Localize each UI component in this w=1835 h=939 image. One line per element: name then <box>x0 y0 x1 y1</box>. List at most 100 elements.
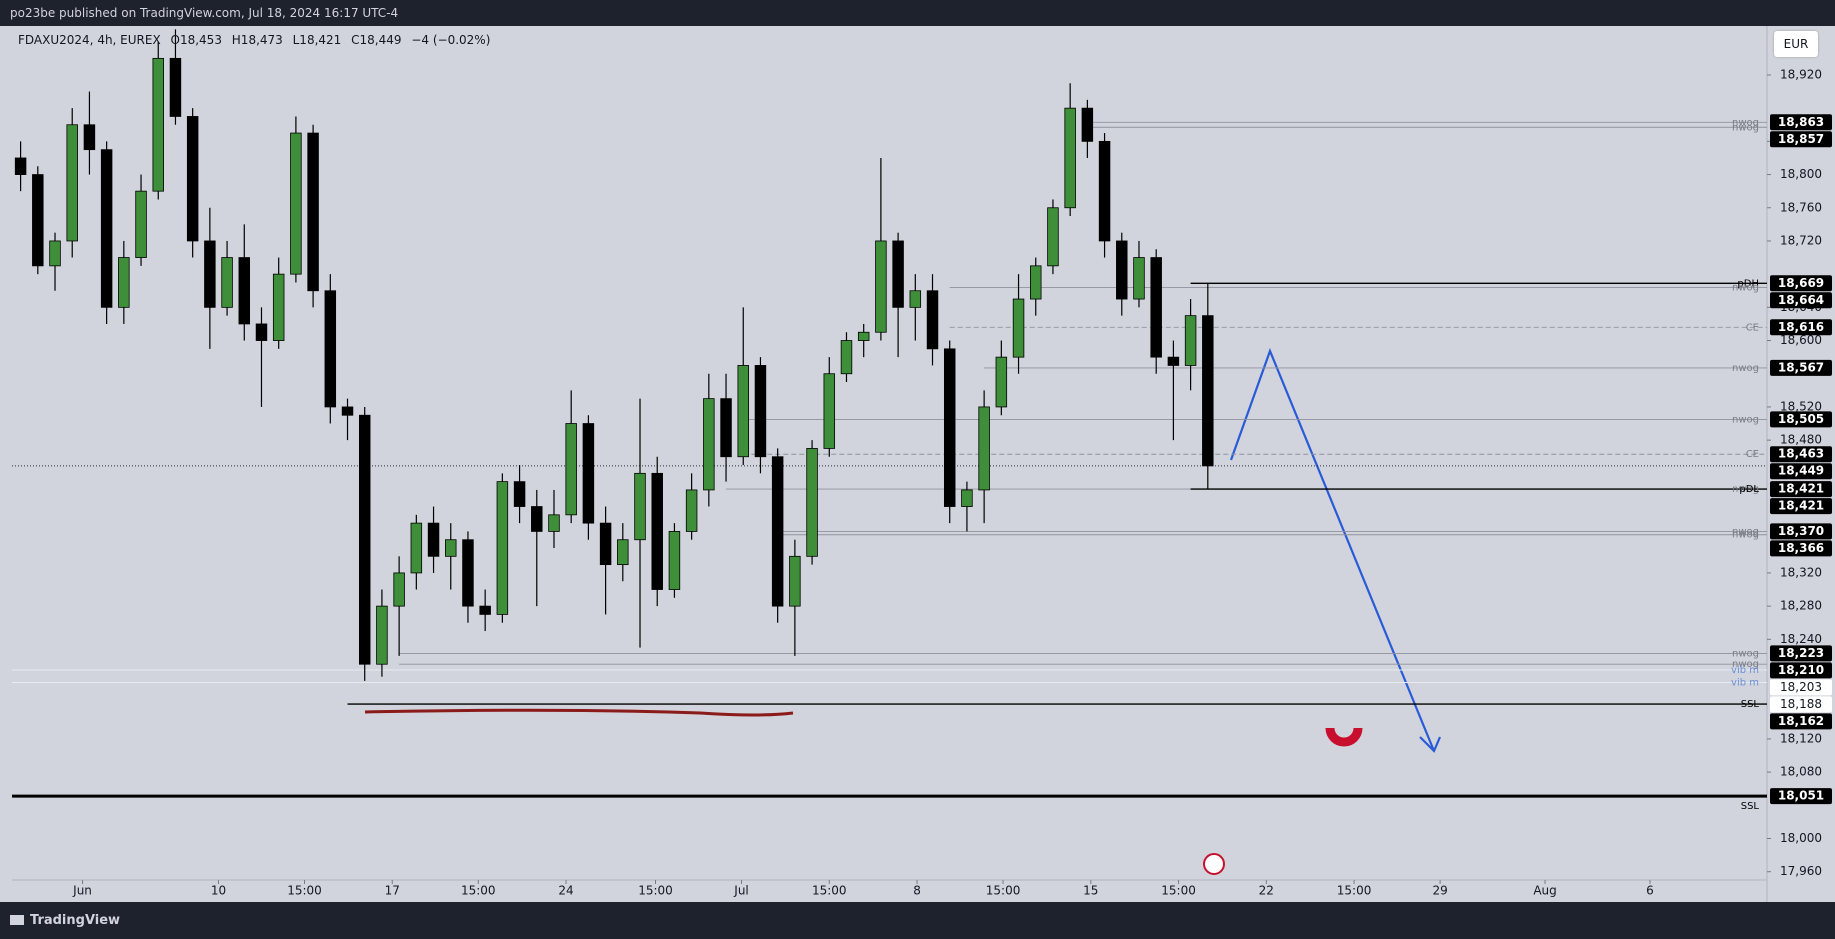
candle-body <box>513 481 526 507</box>
high-value: H18,473 <box>231 33 283 47</box>
magnet-icon <box>1325 727 1363 747</box>
level-tag: SSL <box>1741 801 1760 812</box>
price-box <box>1770 114 1832 131</box>
currency-button[interactable]: EUR <box>1774 31 1818 57</box>
candle-body <box>1150 257 1162 358</box>
price-label: 18,210 <box>1778 663 1824 677</box>
y-tick-label: 18,320 <box>1780 565 1822 579</box>
level-tag: CE <box>1746 322 1759 333</box>
price-label: 18,162 <box>1778 714 1824 728</box>
candle-body <box>806 448 818 557</box>
candle-body <box>548 514 560 532</box>
x-tick-label: 8 <box>913 884 921 898</box>
y-tick-label: 18,480 <box>1780 433 1822 447</box>
candle-body <box>135 190 147 258</box>
x-tick-label: 15:00 <box>986 884 1021 898</box>
candle-body <box>427 522 440 557</box>
header-title: po23be published on TradingView.com, Jul… <box>10 6 399 20</box>
level-tag: nwog <box>1732 282 1759 293</box>
candle-body <box>462 539 474 607</box>
candle-body <box>1081 107 1094 142</box>
candle-body <box>651 472 663 590</box>
price-label: 18,664 <box>1778 293 1824 307</box>
underline-drawing <box>364 708 794 717</box>
candle-body <box>754 365 767 458</box>
candle-body <box>118 257 130 308</box>
x-tick-label: 22 <box>1259 884 1274 898</box>
candle-body <box>32 174 44 267</box>
price-label: 18,051 <box>1778 789 1824 803</box>
candle-body <box>152 57 164 192</box>
candle-body <box>789 555 801 607</box>
price-box <box>1770 359 1832 376</box>
x-tick-label: 15:00 <box>638 884 673 898</box>
price-label: 18,505 <box>1778 412 1824 426</box>
price-label: 18,421 <box>1778 499 1824 513</box>
price-box <box>1770 131 1832 148</box>
price-label: 18,863 <box>1778 115 1824 129</box>
x-tick-label: 15:00 <box>1337 884 1372 898</box>
level-tag: nwog <box>1732 648 1759 659</box>
x-tick-label: 29 <box>1432 884 1447 898</box>
candle-body <box>685 489 698 532</box>
candle-body <box>1184 315 1197 366</box>
y-tick-label: 18,920 <box>1780 67 1822 81</box>
candle-body <box>83 124 96 151</box>
price-label: 18,567 <box>1778 360 1824 374</box>
price-box <box>1770 411 1832 428</box>
level-tag: vib m <box>1731 677 1759 688</box>
y-tick-label: 18,600 <box>1780 333 1822 347</box>
x-tick-label: 10 <box>211 884 226 898</box>
price-label: 18,223 <box>1778 646 1824 660</box>
candle-body <box>221 257 233 308</box>
price-label: 18,203 <box>1780 680 1822 694</box>
candle-body <box>668 531 681 590</box>
y-tick-label: 18,080 <box>1780 765 1822 779</box>
price-box <box>1770 446 1832 463</box>
candle-body <box>771 456 784 607</box>
level-tag: nwog <box>1732 122 1759 133</box>
y-tick-label: 18,240 <box>1780 632 1822 646</box>
low-value: L18,421 <box>292 33 342 47</box>
level-tag: CE <box>1746 449 1759 460</box>
level-tag: nwog <box>1732 363 1759 374</box>
arrow-head <box>1419 736 1442 753</box>
close-value: C18,449 <box>351 33 402 47</box>
y-tick-label: 18,280 <box>1780 599 1822 613</box>
x-tick-label: Jul <box>733 884 748 898</box>
y-tick-label: 18,120 <box>1780 731 1822 745</box>
candle-body <box>393 572 405 607</box>
candle-body <box>978 406 990 491</box>
price-box <box>1770 662 1832 679</box>
chart: 17,960 18,000 18,080 18,120 18,240 18,280 18,3… <box>0 26 1835 902</box>
x-tick-label: 15:00 <box>461 884 496 898</box>
candle-body <box>66 124 78 242</box>
price-box <box>1770 696 1832 713</box>
candle-body <box>961 489 973 507</box>
candle-body <box>376 605 388 665</box>
candle-body <box>1116 240 1128 300</box>
logo <box>10 915 24 925</box>
legend: FDAXU2024, 4h, EUREX O18,453 H18,473 L18… <box>18 33 496 47</box>
level-tag: nwog <box>1732 526 1759 537</box>
level-tag: vib m <box>1731 665 1759 676</box>
candle-body <box>909 290 922 308</box>
price-label: 18,463 <box>1778 447 1824 461</box>
candle-body <box>1202 315 1214 467</box>
candle-body <box>823 373 836 449</box>
price-box <box>1770 498 1832 515</box>
plot: 17,960 18,000 18,080 18,120 18,240 18,280 18,3… <box>12 26 1832 902</box>
level-tag: nwog <box>1732 659 1759 670</box>
price-box <box>1770 540 1832 557</box>
price-box <box>1770 645 1832 662</box>
price-label: 18,857 <box>1778 132 1824 146</box>
price-label: 18,370 <box>1778 524 1824 538</box>
price-label: 18,669 <box>1778 276 1824 290</box>
candle-body <box>341 406 354 416</box>
price-label: 18,421 <box>1778 482 1824 496</box>
open-value: O18,453 <box>170 33 222 47</box>
candle-body <box>324 290 337 408</box>
candle-body <box>307 132 319 292</box>
candle-body <box>49 240 61 267</box>
